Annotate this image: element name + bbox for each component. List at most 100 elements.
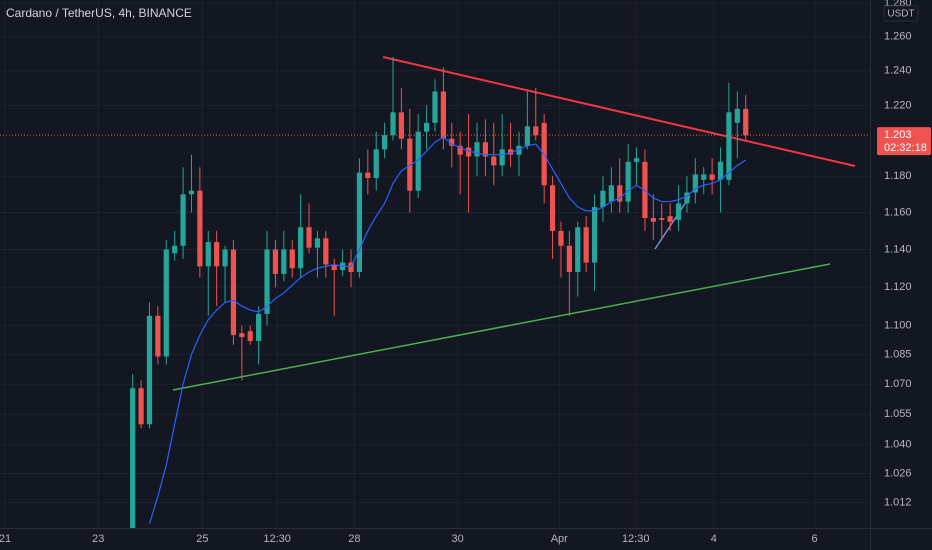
candle-body — [692, 174, 698, 193]
price-label: 1.203 — [884, 129, 912, 141]
candle-body — [507, 149, 514, 155]
y-tick-label: 1.085 — [884, 349, 912, 361]
candle-body — [440, 91, 447, 139]
x-tick-label: 4 — [711, 533, 717, 545]
candle-body — [390, 112, 396, 136]
candle-body — [365, 172, 371, 179]
candle-body — [222, 249, 228, 267]
trend-line-resistance — [382, 56, 856, 167]
y-tick-label: 1.220 — [884, 99, 912, 111]
candle-body — [583, 227, 589, 263]
unit-box — [883, 5, 919, 22]
candle-body — [323, 238, 329, 265]
candle-body — [491, 156, 497, 166]
candle-body — [675, 203, 682, 220]
candle-body — [566, 245, 572, 273]
candle-body — [743, 108, 749, 136]
candle-body — [591, 207, 598, 263]
candle-body — [306, 227, 312, 248]
candle-body — [272, 249, 279, 274]
candle-body — [474, 142, 480, 157]
candle-body — [256, 313, 262, 341]
x-tick-label: 23 — [92, 533, 104, 545]
candle-body — [239, 333, 245, 338]
candle-body — [625, 161, 631, 202]
candle-body — [423, 122, 430, 132]
candle-body — [415, 131, 421, 191]
candle-body — [734, 108, 740, 123]
candle-body — [516, 145, 522, 155]
candle-body — [533, 126, 539, 136]
candle-body — [230, 249, 237, 336]
candle-body — [407, 138, 413, 191]
candle-body — [205, 242, 211, 267]
candle-body — [650, 218, 656, 222]
candle-body — [356, 172, 363, 273]
x-tick-label: 25 — [196, 533, 208, 545]
plot-area — [0, 56, 870, 528]
candle-body — [608, 185, 614, 202]
candle-body — [600, 190, 606, 208]
x-tick-label: 28 — [348, 533, 360, 545]
y-tick-label: 1.120 — [884, 281, 912, 293]
candle-body — [398, 112, 405, 139]
candle-body — [172, 245, 178, 254]
candle-body — [146, 315, 153, 425]
candle-body — [348, 262, 354, 273]
candle-body — [373, 149, 379, 179]
candle-body — [642, 161, 648, 219]
x-tick-label: 30 — [452, 533, 464, 545]
candle-body — [617, 185, 623, 202]
candle-body — [701, 174, 707, 180]
candle-body — [382, 135, 388, 150]
candle-body — [457, 145, 463, 155]
y-tick-label: 1.070 — [884, 378, 912, 390]
x-tick-label: 6 — [812, 533, 818, 545]
candle-body — [214, 242, 220, 267]
y-tick-label: 1.055 — [884, 408, 912, 420]
candle-body — [717, 161, 724, 180]
chart-title: Cardano / TetherUS, 4h, BINANCE — [6, 6, 192, 20]
y-tick-label: 1.140 — [884, 243, 912, 255]
candle-body — [130, 388, 136, 528]
candle-body — [633, 158, 640, 162]
y-tick-label: 1.240 — [884, 65, 912, 77]
candle-body — [432, 91, 438, 123]
y-tick-label: 1.160 — [884, 206, 912, 218]
candle-body — [549, 185, 556, 231]
x-tick-label: Apr — [551, 533, 568, 545]
candle-body — [281, 249, 287, 274]
candle-body — [298, 227, 304, 269]
y-tick-label: 1.012 — [884, 497, 912, 509]
y-tick-label: 1.100 — [884, 319, 912, 331]
trend-line-short — [654, 195, 691, 250]
candle-body — [180, 194, 186, 246]
y-tick-label: 1.180 — [884, 170, 912, 182]
y-tick-label: 1.040 — [884, 439, 912, 451]
candle-body — [726, 112, 732, 180]
x-tick-label: 21 — [0, 533, 11, 545]
candle-body — [465, 147, 472, 157]
candle-body — [575, 227, 581, 273]
trend-line-support — [172, 263, 831, 391]
candle-body — [499, 149, 505, 166]
candle-body — [314, 238, 321, 248]
y-tick-label: 1.260 — [884, 31, 912, 43]
candle-body — [659, 218, 665, 220]
candle-body — [684, 192, 690, 204]
y-tick-label: 1.026 — [884, 467, 912, 479]
candle-body — [449, 138, 455, 146]
candle-body — [155, 315, 161, 357]
candle-body — [247, 331, 253, 341]
candle-body — [709, 174, 715, 180]
moving-average — [148, 136, 747, 524]
countdown-label: 02:32:18 — [884, 142, 927, 154]
candle-body — [289, 249, 295, 269]
unit-label: USDT — [887, 9, 914, 20]
candle-body — [264, 249, 270, 314]
candle-body — [188, 190, 195, 195]
candle-body — [482, 142, 488, 157]
candle-body — [558, 230, 564, 246]
